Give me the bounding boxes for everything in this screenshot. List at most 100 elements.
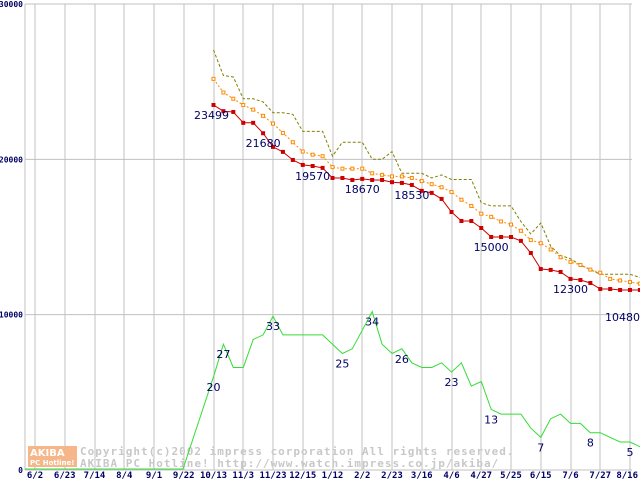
y-tick-label: 10000: [0, 311, 23, 320]
data-point: [280, 149, 285, 154]
x-tick-label: 2/23: [381, 471, 403, 480]
data-point: [271, 144, 275, 149]
data-point: [528, 238, 533, 243]
data-point: [429, 182, 434, 187]
data-point: [489, 214, 494, 219]
data-point: [528, 250, 533, 255]
data-point: [251, 120, 256, 125]
data-point: [310, 152, 315, 157]
data-point: [211, 76, 216, 81]
data-label: 15000: [474, 241, 509, 254]
data-labels: 23499 21680 19570 18670 18530 15000 12300 10480…: [194, 109, 640, 459]
x-tick-label: 4/27: [470, 471, 492, 480]
data-point: [588, 280, 593, 285]
data-point: [241, 120, 246, 125]
grid: [24, 3, 632, 471]
data-point: [608, 287, 613, 292]
data-point: [330, 175, 335, 180]
data-point: [320, 165, 325, 170]
data-label: 21680: [246, 137, 281, 150]
series-line-olive-dashed: [213, 49, 640, 278]
x-tick-label: 6/15: [530, 471, 552, 480]
x-tick-label: 6/23: [54, 471, 76, 480]
watermark: AKIBA PC Hotline! Copyright(c)2002 impre…: [28, 445, 515, 470]
data-point: [568, 259, 573, 264]
data-point: [241, 102, 246, 107]
data-point: [578, 278, 583, 283]
logo-pc-hotline: PC Hotline!: [30, 459, 74, 467]
x-tick-label: 7/27: [589, 471, 611, 480]
data-label: 20: [207, 381, 221, 394]
x-tick-label: 10/13: [200, 471, 227, 480]
x-tick-label: 12/15: [289, 471, 316, 480]
data-point: [390, 174, 394, 179]
series-line-red-solid: [213, 104, 640, 292]
x-tick-label: 9/1: [146, 471, 162, 480]
data-point: [370, 171, 375, 176]
data-point: [409, 182, 414, 187]
data-point: [499, 219, 504, 224]
x-tick-label: 5/25: [500, 471, 522, 480]
x-tick-label: 2/2: [354, 471, 370, 480]
data-point: [380, 177, 385, 182]
copyright-text: Copyright(c)2002 impress corporation All…: [80, 445, 515, 458]
data-point: [558, 255, 563, 260]
data-label: 18530: [394, 189, 429, 202]
logo-box-bottom: [28, 457, 77, 467]
x-axis: 6/2 6/23 7/14 8/4 9/1 9/22 10/13 11/3 11/23 12/15…: [27, 471, 638, 480]
series-line-orange-dotted: [213, 78, 640, 285]
data-label: 19570: [295, 170, 330, 183]
data-point: [399, 174, 404, 179]
x-tick-label: 4/6: [443, 471, 459, 480]
x-tick-label: 7/14: [84, 471, 106, 480]
logo-akiba: AKIBA: [30, 448, 65, 459]
data-point: [261, 131, 266, 136]
y-tick-label: 30000: [0, 0, 23, 9]
data-point: [618, 278, 623, 283]
data-point: [370, 177, 375, 182]
data-label: 26: [395, 353, 409, 366]
data-point: [399, 180, 404, 185]
data-point: [231, 96, 236, 101]
data-point: [509, 222, 513, 227]
data-point: [360, 166, 365, 171]
data-point: [261, 113, 266, 118]
data-point: [221, 90, 226, 95]
data-point: [637, 287, 640, 292]
data-point: [578, 262, 583, 267]
data-point: [271, 121, 275, 126]
data-label: 18670: [345, 183, 380, 196]
data-point: [439, 185, 444, 190]
data-point: [409, 175, 414, 180]
data-point: [499, 235, 504, 239]
data-point: [558, 269, 563, 274]
data-point: [300, 149, 305, 154]
data-point: [538, 241, 543, 246]
x-tick-label: 11/23: [259, 471, 286, 480]
data-label: 23499: [194, 109, 229, 122]
data-point: [221, 109, 226, 114]
x-tick-label: 8/16: [616, 471, 638, 480]
data-point: [588, 267, 593, 272]
data-label: 34: [365, 316, 379, 329]
data-point: [290, 140, 295, 145]
data-label: 23: [445, 376, 459, 389]
x-tick-label: 8/4: [116, 471, 133, 480]
y-axis: 0 10000 20000 30000: [0, 0, 23, 475]
data-point: [518, 228, 523, 233]
x-tick-label: 1/12: [322, 471, 344, 480]
data-point: [231, 109, 236, 114]
data-point: [251, 107, 256, 112]
data-point: [608, 276, 613, 281]
data-label: 5: [627, 446, 634, 459]
data-label: 10480: [605, 311, 640, 324]
data-point: [459, 219, 464, 224]
data-point: [598, 270, 603, 275]
data-point: [300, 162, 305, 167]
data-point: [419, 188, 424, 193]
data-point: [340, 175, 345, 180]
y-tick-label: 0: [18, 466, 23, 475]
data-point: [360, 176, 365, 181]
data-point: [618, 287, 623, 292]
